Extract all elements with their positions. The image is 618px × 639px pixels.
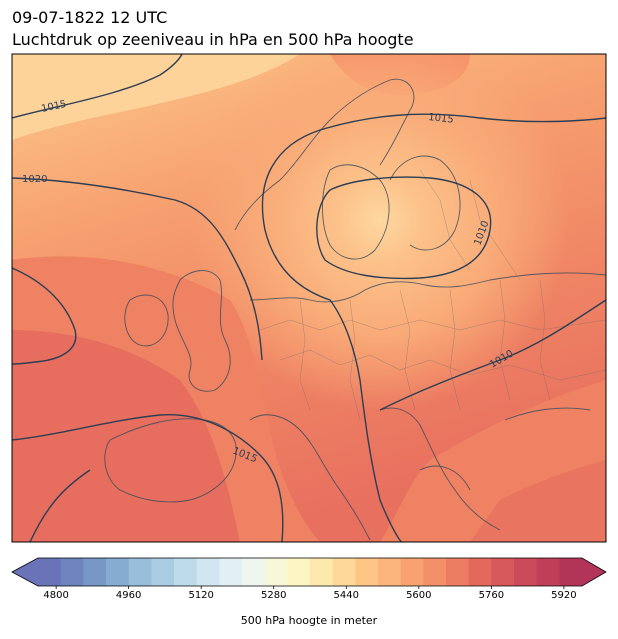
colorbar-bin <box>38 558 62 586</box>
isobar-1015-nw <box>12 54 183 119</box>
colorbar-bin <box>559 558 583 586</box>
colorbar-bin <box>400 558 424 586</box>
colorbar-bin <box>174 558 198 586</box>
isobar-1020-west <box>12 177 263 361</box>
colorbar-bin <box>128 558 152 586</box>
colorbar-bin <box>287 558 311 586</box>
map-timestamp: 09-07-1822 12 UTC <box>12 8 168 27</box>
coastlines <box>104 78 606 541</box>
colorbar-extend-high <box>582 558 606 586</box>
colorbar-tick-label: 4960 <box>115 590 142 601</box>
isobar-label: 1015 <box>428 112 454 126</box>
isobar-label: 1020 <box>22 174 47 185</box>
colorbar-tick-label: 5600 <box>406 590 432 601</box>
colorbar-extend-low <box>12 558 38 586</box>
colorbar-bin <box>106 558 130 586</box>
isobar-1015-ring <box>261 113 606 231</box>
colorbar-title: 500 hPa hoogte in meter <box>240 614 378 627</box>
isobar-west-low <box>12 267 77 365</box>
colorbar-tick-label: 5120 <box>188 590 214 601</box>
colorbar-tick-label: 5920 <box>551 590 577 601</box>
contour-band <box>12 330 240 542</box>
colorbar-tick-label: 5440 <box>333 590 359 601</box>
isobars <box>12 54 606 542</box>
colorbar-bin <box>423 558 447 586</box>
colorbar-outline <box>11 557 607 587</box>
colorbar-bin <box>219 558 243 586</box>
colorbar-bin <box>310 558 334 586</box>
colorbar-bin <box>468 558 492 586</box>
map-title: Luchtdruk op zeeniveau in hPa en 500 hPa… <box>12 30 414 49</box>
map-area: 1015 1015 1020 1010 1010 1015 <box>12 54 606 542</box>
colorbar-tick-label: 5760 <box>478 590 505 601</box>
colorbar <box>11 557 607 589</box>
colorbar-bin <box>491 558 515 586</box>
colorbar-bin <box>446 558 470 586</box>
colorbar-tick-label: 4800 <box>43 590 69 601</box>
contour-band <box>470 460 606 542</box>
isobar-1015-sw <box>12 413 284 542</box>
colorbar-bin <box>196 558 220 586</box>
colorbar-tick-label: 5280 <box>260 590 287 601</box>
isobar-label: 1015 <box>40 99 67 115</box>
colorbar-bin <box>151 558 175 586</box>
colorbar-bin <box>264 558 288 586</box>
isobar-1010-south <box>379 299 606 411</box>
colorbar-bin <box>242 558 266 586</box>
map-frame <box>11 53 607 543</box>
colorbar-bin <box>83 558 107 586</box>
isobar-sw-corner <box>29 469 91 542</box>
colorbar-bin <box>332 558 356 586</box>
colorbar-bin <box>378 558 402 586</box>
isobar-1015-inner <box>264 229 403 542</box>
isobar-1010 <box>316 176 492 280</box>
colorbar-bin <box>355 558 379 586</box>
colorbar-bin <box>60 558 84 586</box>
colorbar-bin <box>536 558 560 586</box>
colorbar-bin <box>514 558 538 586</box>
